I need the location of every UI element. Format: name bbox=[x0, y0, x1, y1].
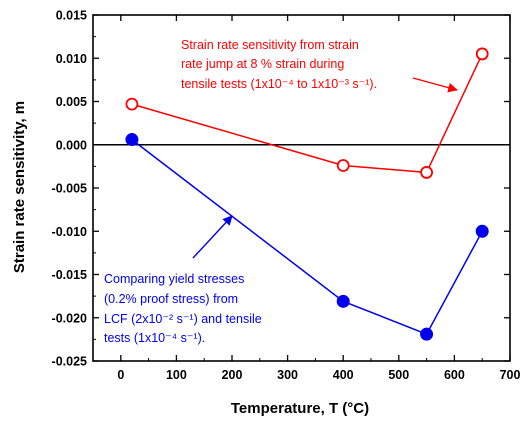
y-tick-label: -0.020 bbox=[52, 311, 87, 325]
y-tick-label: 0.015 bbox=[56, 9, 87, 23]
series-line-0 bbox=[131, 53, 483, 174]
y-tick-label: 0.000 bbox=[56, 138, 87, 152]
annotation-red: Strain rate sensitivity from strain rate… bbox=[181, 38, 458, 93]
y-tick-label: -0.010 bbox=[52, 225, 87, 239]
annotation-red-line: Strain rate sensitivity from strain bbox=[181, 38, 359, 52]
data-point-1 bbox=[475, 224, 489, 238]
y-tick-label: -0.025 bbox=[52, 355, 87, 369]
data-point-0 bbox=[336, 159, 350, 172]
y-axis-label: Strain rate sensitivity, m bbox=[11, 101, 28, 273]
annotation-blue-line: Comparing yield stresses bbox=[104, 272, 244, 286]
data-point-0 bbox=[125, 97, 139, 111]
x-tick-label: 300 bbox=[277, 368, 298, 382]
y-tick-label: 0.010 bbox=[56, 52, 87, 66]
annotation-blue: Comparing yield stresses (0.2% proof str… bbox=[104, 215, 262, 345]
x-tick-label: 700 bbox=[500, 368, 521, 382]
y-tick-label: -0.015 bbox=[52, 268, 87, 282]
data-point-0 bbox=[475, 47, 489, 61]
y-tick-label: 0.005 bbox=[56, 95, 87, 109]
series-line-1 bbox=[131, 139, 483, 336]
data-point-1 bbox=[420, 327, 434, 341]
x-tick-label: 200 bbox=[222, 368, 243, 382]
x-tick-label: 400 bbox=[333, 368, 354, 382]
x-tick-label: 500 bbox=[388, 368, 409, 382]
x-tick-label: 100 bbox=[166, 368, 187, 382]
x-axis-label: Temperature, T (°C) bbox=[231, 400, 369, 417]
series-layer bbox=[125, 47, 489, 341]
axes-layer: -0.025 -0.020 -0.015 -0.010 -0.005 0.000 0.005… bbox=[52, 9, 521, 383]
annotation-blue-line: (0.2% proof stress) from bbox=[104, 292, 238, 306]
annotation-red-arrow bbox=[412, 77, 458, 93]
annotation-blue-line: LCF (2x10⁻² s⁻¹) and tensile bbox=[104, 312, 262, 326]
y-tick-label: -0.005 bbox=[52, 182, 87, 196]
annotation-blue-arrow bbox=[192, 215, 233, 259]
x-tick-label: 600 bbox=[444, 368, 465, 382]
data-point-0 bbox=[420, 166, 434, 179]
data-point-1 bbox=[125, 133, 139, 147]
annotation-red-line: tensile tests (1x10⁻⁴ to 1x10⁻³ s⁻¹). bbox=[181, 77, 377, 91]
annotation-red-line: rate jump at 8 % strain during bbox=[181, 57, 344, 71]
data-point-1 bbox=[336, 294, 350, 308]
x-tick-label: 0 bbox=[117, 368, 124, 382]
annotation-blue-line: tests (1x10⁻⁴ s⁻¹). bbox=[104, 331, 205, 345]
